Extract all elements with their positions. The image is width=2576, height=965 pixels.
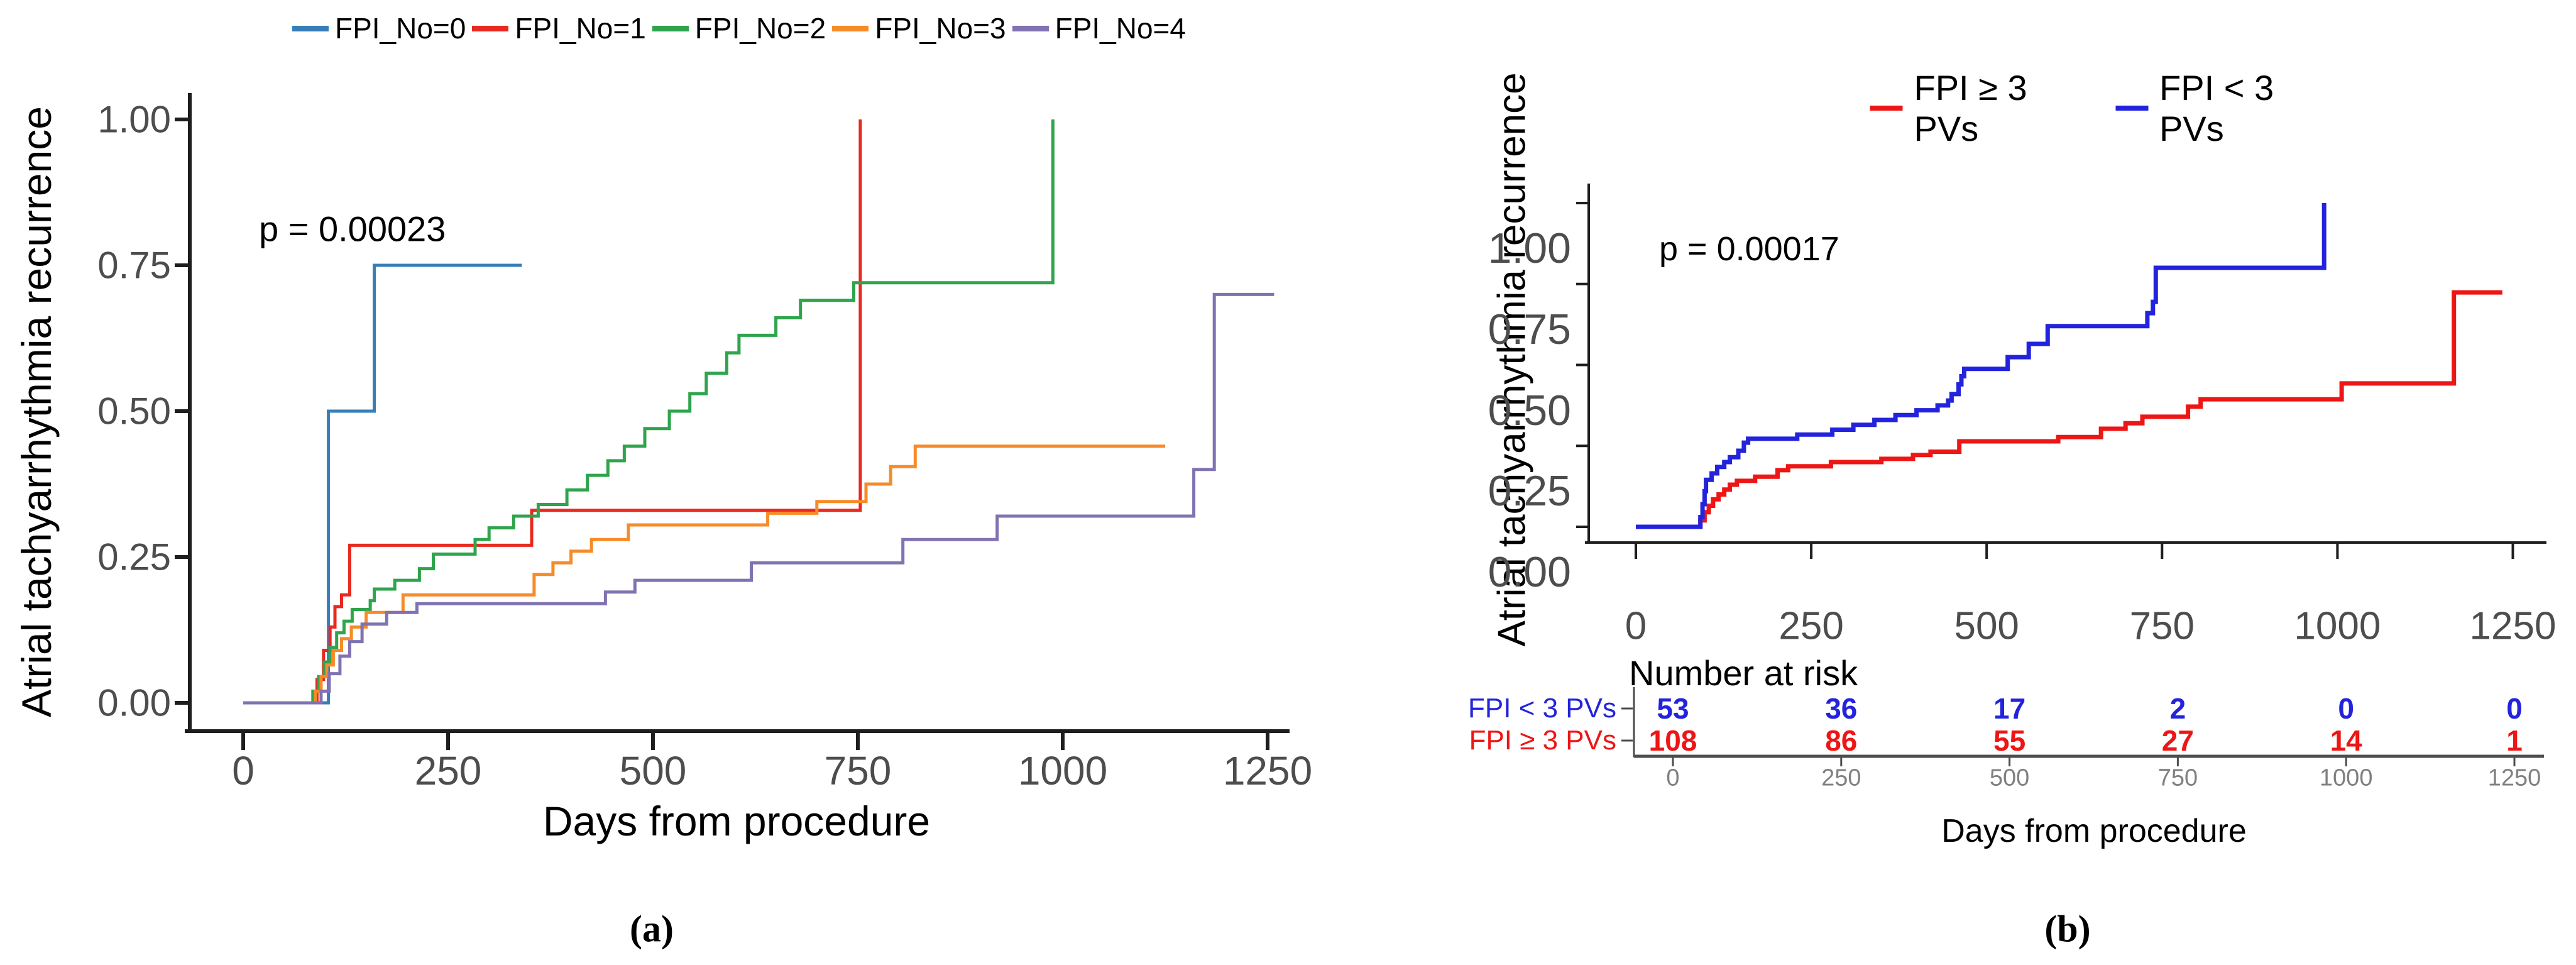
risk-table-axis-label: 750 [2157,764,2198,791]
legend-item: FPI_No=0 [292,11,466,45]
km-curve-FPI_No=4 [243,292,1274,705]
risk-count-value: 55 [1993,724,2026,757]
risk-count-value: 0 [2338,692,2354,725]
x-tick-label: 500 [1954,604,2019,648]
y-tick-label: 0.25 [1488,467,1571,516]
panel-b-caption: (b) [2044,908,2091,950]
risk-count-value: 53 [1657,692,1689,725]
risk-count-value: 1 [2506,724,2523,757]
risk-count-value: 27 [2161,724,2194,757]
y-tick-label: 0.75 [97,244,171,287]
y-tick-label: 0.50 [1488,386,1571,434]
x-tick-label: 250 [414,748,482,793]
legend-item: FPI_No=1 [472,11,646,45]
y-tick-label: 0.00 [97,681,171,724]
y-tick-label: 0.25 [97,536,171,578]
risk-table-axis-label: 1000 [2319,764,2373,791]
risk-table-axis-label: 250 [1821,764,1861,791]
y-tick-label: 0.00 [1488,548,1571,596]
x-tick-label: 1000 [1017,748,1108,793]
legend-item: FPI_No=2 [652,11,826,45]
panel-a-x-axis-title: Days from procedure [542,798,931,844]
legend-item: FPI ≥ 3 PVs [1870,67,2095,149]
x-tick-label: 750 [824,748,892,793]
x-tick-label: 1250 [1222,748,1313,793]
legend-color-dash-icon [1870,106,1903,111]
panel-b-x-axis-title: Days from procedure [1941,813,2247,849]
km-curve-FPI ≥ 3 PVs [1636,290,2502,529]
legend-label: FPI < 3 PVs [2159,68,2274,148]
x-tick-label: 1000 [2294,604,2381,648]
y-tick-label: 1.00 [97,98,171,141]
legend-item: FPI_No=3 [832,11,1006,45]
risk-count-value: 86 [1825,724,1858,757]
legend-color-dash-icon [832,25,869,31]
risk-count-value: 108 [1648,724,1697,757]
risk-table-axis-label: 1250 [2487,764,2541,791]
legend-color-dash-icon [1012,25,1049,31]
km-curve-FPI < 3 PVs [1636,203,2327,529]
legend-label: FPI_No=0 [334,12,466,45]
panel-a-caption: (a) [630,908,674,950]
risk-count-value: 2 [2169,692,2186,725]
km-curve-FPI_No=2 [243,119,1055,705]
risk-count-value: 0 [2506,692,2523,725]
y-tick-label: 1.00 [1488,224,1571,272]
km-curve-FPI_No=3 [243,444,1165,705]
legend-color-dash-icon [2115,106,2149,111]
x-tick-label: 750 [2129,604,2195,648]
legend-item: FPI < 3 PVs [2115,67,2340,149]
legend-label: FPI_No=4 [1055,12,1187,45]
risk-count-value: 14 [2330,724,2362,757]
legend-color-dash-icon [292,25,329,31]
legend-label: FPI_No=2 [694,12,826,45]
risk-table-axis-label: 0 [1666,764,1680,791]
panel-b-number-at-risk-title: Number at risk [1629,653,1858,693]
panel-b-legend: FPI ≥ 3 PVs FPI < 3 PVs [1870,67,2341,149]
legend-item: FPI_No=4 [1012,11,1186,45]
risk-count-value: 17 [1993,692,2026,725]
panel-a-p-value: p = 0.00023 [259,209,446,249]
risk-count-value: 36 [1825,692,1858,725]
km-curve-FPI_No=0 [243,263,522,705]
panel-a-legend: FPI_No=0 FPI_No=1 FPI_No=2 FPI_No=3 FPI_No=4 [292,11,1186,45]
x-tick-label: 500 [619,748,687,793]
legend-label: FPI_No=1 [515,12,646,45]
x-tick-label: 0 [1625,604,1647,648]
x-tick-label: 1250 [2469,604,2557,648]
x-tick-label: 0 [232,748,255,793]
legend-color-dash-icon [652,25,689,31]
legend-color-dash-icon [472,25,509,31]
panel-a-y-axis-title: Atrial tachyarrhythmia recurrence [13,106,60,718]
x-tick-label: 250 [1779,604,1844,648]
legend-label: FPI ≥ 3 PVs [1914,68,2027,148]
risk-row-label: FPI < 3 PVs [1468,693,1616,724]
panel-b-p-value: p = 0.00017 [1659,230,1839,268]
risk-row-label: FPI ≥ 3 PVs [1469,725,1616,756]
y-tick-label: 0.50 [97,390,171,433]
risk-table-axis-label: 500 [1989,764,2030,791]
y-tick-label: 0.75 [1488,305,1571,353]
legend-label: FPI_No=3 [875,12,1006,45]
